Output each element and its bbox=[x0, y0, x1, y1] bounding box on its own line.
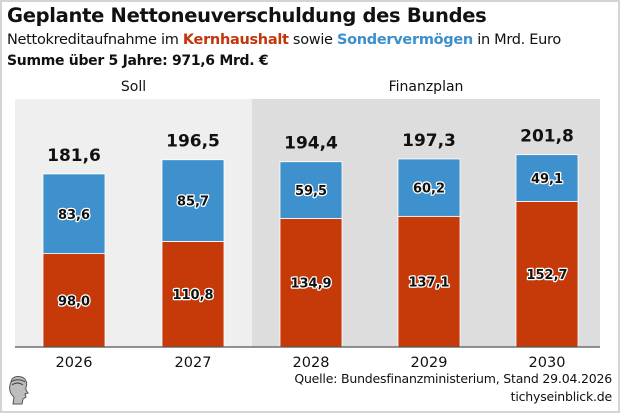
total-label-2027: 196,5 bbox=[166, 132, 220, 152]
bar-kernhaushalt-2027 bbox=[161, 241, 225, 348]
chart-subtitle: Nettokreditaufnahme im Kernhaushalt sowi… bbox=[7, 32, 561, 48]
bar-sondervermoegen-2026 bbox=[42, 173, 106, 255]
label-kernhaushalt-2030: 152,7 bbox=[526, 268, 567, 283]
site-credit: tichyseinblick.de bbox=[510, 389, 613, 404]
sum-line: Summe über 5 Jahre: 971,6 Mrd. € bbox=[7, 53, 269, 69]
label-sondervermoegen-2028: 59,5 bbox=[295, 184, 327, 199]
x-tick-2028: 2028 bbox=[293, 355, 330, 371]
label-sondervermoegen-2026: 83,6 bbox=[58, 208, 90, 223]
total-label-2029: 197,3 bbox=[402, 131, 456, 151]
label-kernhaushalt-2027: 110,8 bbox=[172, 288, 213, 303]
label-sondervermoegen-2030: 49,1 bbox=[531, 172, 563, 187]
hermes-head-logo-icon bbox=[6, 375, 30, 405]
subtitle-mid: sowie bbox=[288, 32, 337, 48]
label-sondervermoegen-2027: 85,7 bbox=[177, 195, 209, 210]
x-tick-2030: 2030 bbox=[529, 355, 566, 371]
total-label-2026: 181,6 bbox=[47, 146, 101, 166]
bar-sondervermoegen-2027 bbox=[161, 159, 225, 242]
group-label-soll: Soll bbox=[121, 79, 146, 95]
bar-kernhaushalt-2030 bbox=[515, 201, 579, 348]
x-tick-2027: 2027 bbox=[175, 355, 212, 371]
legend-sondervermoegen: Sondervermögen bbox=[336, 32, 473, 48]
source-text: Quelle: Bundesfinanzministerium, Stand 2… bbox=[294, 371, 612, 386]
bar-kernhaushalt-2028 bbox=[279, 218, 343, 348]
group-label-finanzplan: Finanzplan bbox=[389, 79, 464, 95]
total-label-2030: 201,8 bbox=[520, 127, 574, 147]
label-kernhaushalt-2029: 137,1 bbox=[408, 276, 449, 291]
total-label-2028: 194,4 bbox=[284, 134, 338, 154]
bar-sondervermoegen-2028 bbox=[279, 161, 343, 219]
legend-kernhaushalt: Kernhaushalt bbox=[182, 32, 289, 48]
label-sondervermoegen-2029: 60,2 bbox=[413, 182, 445, 197]
bar-sondervermoegen-2030 bbox=[515, 154, 579, 202]
bar-kernhaushalt-2029 bbox=[397, 215, 461, 348]
x-tick-2026: 2026 bbox=[56, 355, 93, 371]
label-kernhaushalt-2028: 134,9 bbox=[290, 277, 331, 292]
label-kernhaushalt-2026: 98,0 bbox=[58, 294, 90, 309]
bar-sondervermoegen-2029 bbox=[397, 158, 461, 217]
source-note: Quelle: Bundesfinanzministerium, Stand 2… bbox=[294, 370, 612, 406]
x-tick-2029: 2029 bbox=[411, 355, 448, 371]
subtitle-prefix: Nettokreditaufnahme im bbox=[7, 32, 183, 48]
chart-title: Geplante Nettoneuverschuldung des Bundes bbox=[7, 4, 487, 27]
subtitle-suffix: in Mrd. Euro bbox=[472, 32, 561, 48]
